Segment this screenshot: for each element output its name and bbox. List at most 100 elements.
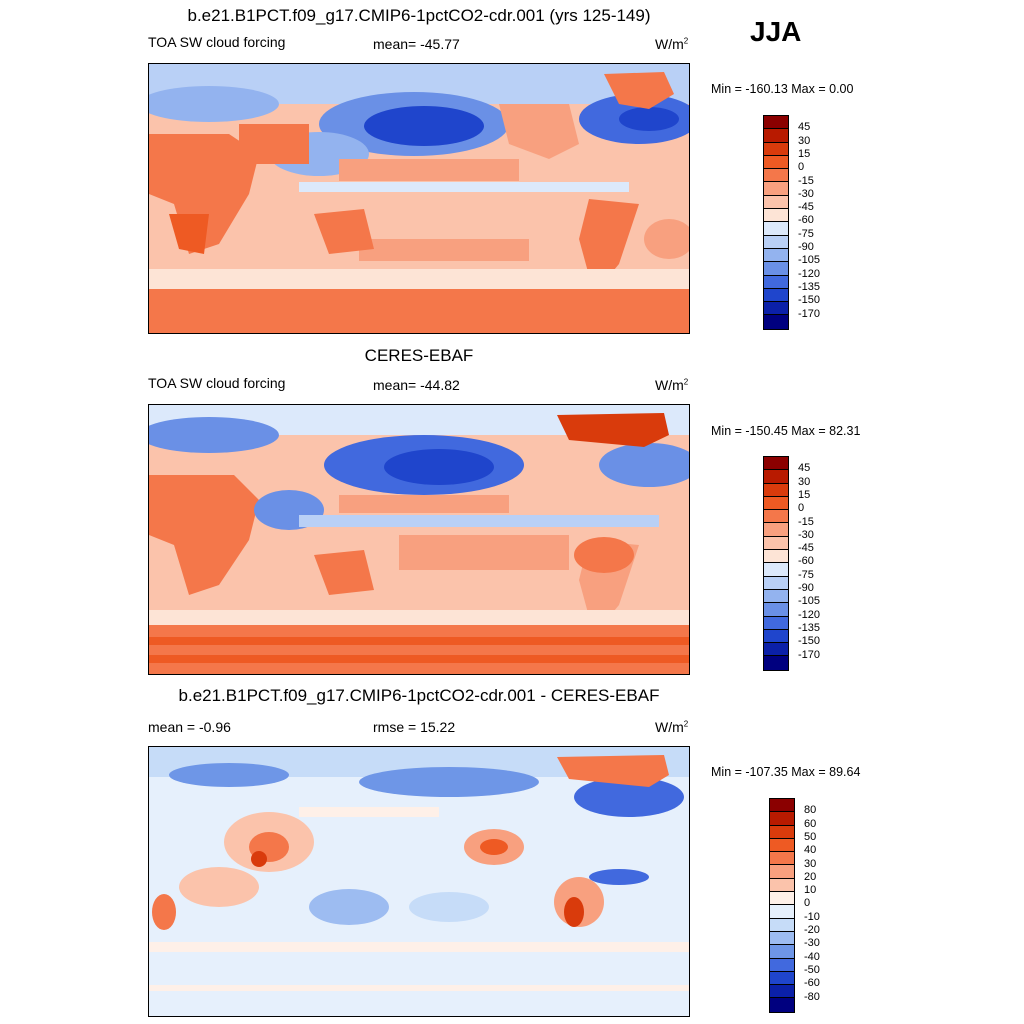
colorbar-tick-label: -120 xyxy=(798,608,821,621)
colorbar-tick-label: -90 xyxy=(798,241,814,253)
panel-minmax: Min = -160.13 Max = 0.00 xyxy=(711,82,854,96)
colorbar-tick-label: -75 xyxy=(798,227,814,240)
colorbar-swatch xyxy=(764,536,788,551)
colorbar-swatch xyxy=(764,656,788,670)
colorbar-swatch xyxy=(770,825,794,839)
colorbar-swatch xyxy=(764,589,788,604)
colorbar-swatch xyxy=(764,629,788,644)
colorbar-swatch xyxy=(764,496,788,511)
colorbar-tick-label: 45 xyxy=(798,121,811,134)
colorbar-tick-label: -120 xyxy=(798,267,821,280)
colorbar-swatch xyxy=(770,865,794,879)
colorbar-tick-label: -105 xyxy=(798,595,821,608)
colorbar-swatch xyxy=(770,998,794,1012)
colorbar-swatch xyxy=(764,169,788,183)
colorbar-swatch xyxy=(764,470,788,484)
season-label: JJA xyxy=(750,16,802,47)
panel-title: CERES-EBAF xyxy=(364,346,474,365)
colorbar-tick-label: -75 xyxy=(798,568,814,581)
colorbar-swatch xyxy=(764,262,788,276)
colorbar-swatch xyxy=(770,838,794,853)
colorbar-swatch xyxy=(770,971,794,986)
colorbar-tick-label: 20 xyxy=(804,870,817,883)
colorbar-tick-label: 50 xyxy=(804,830,817,843)
colorbar-tick-label: 15 xyxy=(798,488,811,501)
colorbar-tick-label: 60 xyxy=(804,817,817,830)
colorbar-tick-label: -30 xyxy=(798,187,814,200)
colorbar-swatch xyxy=(764,248,788,263)
colorbar-swatch xyxy=(764,643,788,657)
colorbar-swatch xyxy=(770,878,794,893)
colorbar-swatch xyxy=(770,852,794,866)
colorbar-tick-label: 80 xyxy=(804,804,817,817)
colorbar-swatch xyxy=(764,142,788,156)
colorbar-tick-label: -150 xyxy=(798,294,821,307)
colorbar-tick-label: -40 xyxy=(804,950,820,963)
panel-title: b.e21.B1PCT.f09_g17.CMIP6-1pctCO2-cdr.00… xyxy=(187,6,651,25)
colorbar-swatch xyxy=(764,576,788,590)
colorbar-swatch xyxy=(764,182,788,196)
colorbar-tick-label: -15 xyxy=(798,515,814,528)
panel-mean-label: mean= -44.82 xyxy=(373,377,460,393)
colorbar-swatch xyxy=(764,315,788,329)
colorbar-tick-label: -170 xyxy=(798,648,821,661)
colorbar-swatch xyxy=(764,563,788,577)
colorbar-swatch xyxy=(770,918,794,932)
colorbar-swatch xyxy=(770,985,794,999)
colorbar-tick-label: -105 xyxy=(798,254,821,267)
map-obs xyxy=(148,404,690,675)
colorbar-swatch xyxy=(764,483,788,497)
colorbar-tick-label: 30 xyxy=(798,475,811,488)
colorbar-tick-label: -30 xyxy=(798,528,814,541)
panel-title: b.e21.B1PCT.f09_g17.CMIP6-1pctCO2-cdr.00… xyxy=(178,686,660,705)
panel-mean-label: mean = -0.96 xyxy=(148,719,231,735)
panel-units: W/m2 xyxy=(655,377,689,393)
colorbar-tick-label: -80 xyxy=(804,990,820,1003)
colorbar-tick-label: -50 xyxy=(804,963,820,976)
colorbar-tick-label: -60 xyxy=(798,555,814,568)
colorbar-swatch xyxy=(764,195,788,210)
colorbar-tick-label: -60 xyxy=(804,977,820,990)
panel-left-label: TOA SW cloud forcing xyxy=(148,375,286,391)
colorbar-swatch xyxy=(770,799,794,813)
colorbar-swatch xyxy=(764,603,788,617)
colorbar-obs xyxy=(763,456,789,671)
colorbar-swatch xyxy=(770,958,794,972)
colorbar-tick-label: 45 xyxy=(798,462,811,475)
panel-minmax: Min = -107.35 Max = 89.64 xyxy=(711,765,861,779)
colorbar-tick-label: -170 xyxy=(798,307,821,320)
colorbar-swatch xyxy=(764,155,788,170)
colorbar-tick-label: 40 xyxy=(804,844,817,857)
colorbar-swatch xyxy=(764,235,788,249)
colorbar-tick-label: -90 xyxy=(798,582,814,594)
colorbar-swatch xyxy=(764,302,788,316)
colorbar-swatch xyxy=(764,116,788,130)
colorbar-swatch xyxy=(764,222,788,236)
colorbar-diff xyxy=(769,798,795,1013)
colorbar-swatch xyxy=(770,905,794,919)
colorbar-swatch xyxy=(764,510,788,524)
panel-minmax: Min = -150.45 Max = 82.31 xyxy=(711,424,861,438)
colorbar-swatch xyxy=(764,129,788,143)
colorbar-tick-label: -135 xyxy=(798,621,821,634)
colorbar-swatch xyxy=(770,931,794,946)
panel-left-label: TOA SW cloud forcing xyxy=(148,34,286,50)
colorbar-tick-label: -45 xyxy=(798,201,814,214)
colorbar-tick-label: -10 xyxy=(804,910,820,923)
colorbar-swatch xyxy=(764,616,788,630)
colorbar-model xyxy=(763,115,789,330)
colorbar-tick-label: 30 xyxy=(798,134,811,147)
colorbar-swatch xyxy=(764,550,788,564)
colorbar-tick-label: 0 xyxy=(798,502,805,515)
colorbar-tick-label: -20 xyxy=(804,924,820,936)
colorbar-swatch xyxy=(764,523,788,537)
colorbar-swatch xyxy=(764,457,788,471)
colorbar-tick-label: -30 xyxy=(804,937,820,950)
map-model xyxy=(148,63,690,334)
colorbar-swatch xyxy=(770,812,794,826)
panel-units: W/m2 xyxy=(655,36,689,52)
colorbar-tick-label: -135 xyxy=(798,280,821,293)
colorbar-tick-label: -15 xyxy=(798,174,814,187)
colorbar-tick-label: 30 xyxy=(804,857,817,870)
colorbar-tick-label: -45 xyxy=(798,542,814,555)
